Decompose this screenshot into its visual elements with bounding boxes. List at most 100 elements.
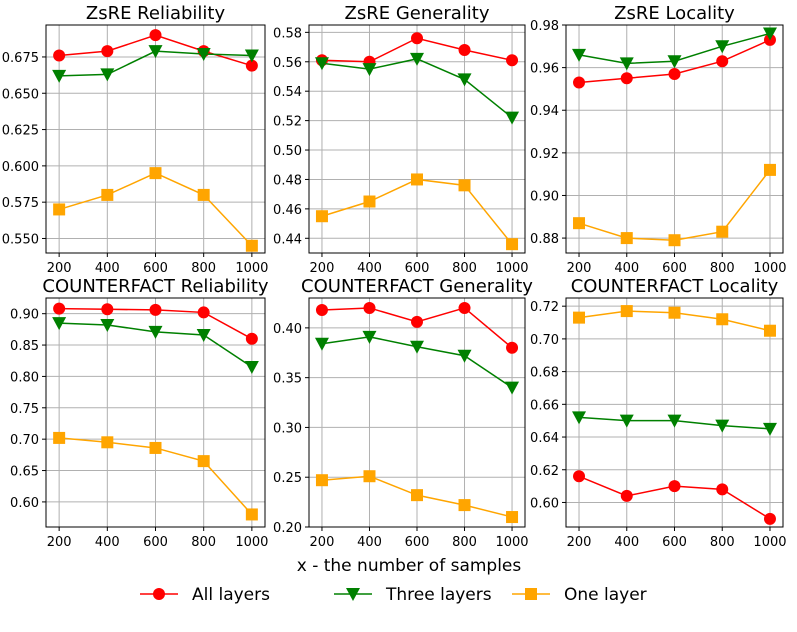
data-point [148, 45, 163, 59]
y-tick-label: 0.75 [10, 402, 39, 417]
data-point [363, 301, 376, 314]
data-point [245, 59, 258, 72]
data-point [762, 27, 777, 41]
data-point [101, 436, 114, 449]
data-point [458, 179, 471, 192]
data-point [100, 318, 115, 332]
data-point [52, 317, 67, 331]
y-tick-label: 0.68 [530, 366, 559, 381]
data-point [410, 52, 424, 66]
data-point [506, 54, 519, 67]
chart-panel-2: 200 400 600 800 1000 0.44 0.46 0.48 0.50 0.52 0.54… [273, 3, 529, 276]
data-point [716, 313, 729, 326]
data-point [53, 302, 66, 315]
data-point [668, 68, 681, 81]
y-tick-label: 0.65 [10, 465, 39, 480]
x-tick-label: 200 [47, 261, 72, 276]
data-point [315, 210, 328, 223]
data-point [458, 301, 471, 314]
data-point [506, 511, 519, 524]
data-point [573, 217, 586, 230]
x-tick-label: 600 [405, 261, 430, 276]
y-tick-label: 0.650 [2, 87, 39, 102]
x-tick-label: 1000 [753, 261, 786, 276]
data-point [245, 239, 258, 252]
x-tick-label: 1000 [495, 535, 528, 550]
data-point [197, 455, 210, 468]
data-point [53, 203, 66, 216]
legend: All layers Three layers One layer [140, 585, 647, 605]
data-point [763, 512, 776, 525]
data-point [196, 48, 211, 62]
x-tick-label: 800 [452, 535, 477, 550]
data-point [315, 474, 328, 487]
x-tick-label: 800 [452, 261, 477, 276]
x-tick-label: 200 [310, 261, 335, 276]
data-point [101, 188, 114, 201]
y-tick-label: 0.80 [10, 370, 39, 385]
data-point [572, 48, 587, 62]
data-point [411, 315, 423, 328]
x-tick-label: 600 [662, 261, 687, 276]
y-tick-label: 0.70 [530, 333, 559, 348]
data-point [314, 337, 329, 351]
x-tick-label: 400 [357, 261, 382, 276]
x-tick-label: 400 [614, 535, 639, 550]
data-point [457, 73, 472, 87]
data-point [573, 470, 586, 483]
y-tick-label: 0.90 [530, 189, 559, 204]
y-tick-label: 0.56 [273, 56, 302, 71]
y-tick-label: 0.94 [530, 104, 559, 119]
panel-title: ZsRE Reliability [86, 3, 226, 24]
data-point [410, 340, 424, 354]
x-axis-label: x - the number of samples [297, 556, 522, 576]
x-tick-label: 1000 [235, 261, 268, 276]
data-point [505, 111, 520, 125]
chart-panel-3: 200 400 600 800 1000 0.88 0.90 0.92 0.94 0.96 0.98… [530, 3, 786, 276]
data-point [196, 329, 211, 343]
data-point [362, 330, 377, 344]
chart-panel-5: 200 400 600 800 1000 0.20 0.25 0.30 0.35 0.40 COUN… [273, 276, 533, 550]
y-tick-label: 0.550 [2, 232, 39, 247]
data-point [619, 414, 634, 428]
y-tick-label: 0.675 [2, 51, 39, 66]
data-point [52, 69, 67, 83]
data-point [101, 45, 114, 58]
data-point [149, 29, 162, 42]
x-tick-label: 600 [143, 535, 168, 550]
data-point [620, 232, 633, 245]
x-tick-label: 200 [47, 535, 72, 550]
y-tick-label: 0.25 [273, 471, 302, 486]
legend-marker [525, 588, 537, 600]
y-tick-label: 0.30 [273, 421, 302, 436]
x-tick-label: 800 [710, 535, 735, 550]
data-point [363, 470, 376, 483]
data-point [457, 349, 472, 363]
y-tick-label: 0.98 [530, 19, 559, 34]
data-point [620, 305, 633, 318]
chart-panel-6: 200 400 600 800 1000 0.60 0.62 0.64 0.66 0.68 0.70… [530, 276, 786, 550]
y-tick-label: 0.62 [530, 464, 559, 479]
data-point [148, 325, 163, 339]
data-point [620, 72, 633, 85]
panel-title: COUNTERFACT Generality [301, 276, 533, 297]
data-point [573, 311, 586, 324]
data-point [716, 483, 729, 496]
data-point [506, 341, 519, 354]
y-tick-label: 0.85 [10, 339, 39, 354]
data-point [668, 480, 681, 493]
x-tick-label: 1000 [235, 535, 268, 550]
panel-title: ZsRE Generality [345, 3, 490, 24]
data-point [149, 167, 162, 180]
data-point [458, 44, 471, 57]
data-point [667, 414, 682, 428]
data-point [619, 57, 634, 71]
data-point [53, 431, 66, 444]
data-point [197, 306, 210, 319]
y-tick-label: 0.44 [273, 232, 302, 247]
data-point [244, 49, 259, 63]
x-tick-label: 200 [567, 535, 592, 550]
data-point [314, 57, 329, 71]
y-tick-label: 0.50 [273, 144, 302, 159]
data-point [668, 306, 681, 319]
